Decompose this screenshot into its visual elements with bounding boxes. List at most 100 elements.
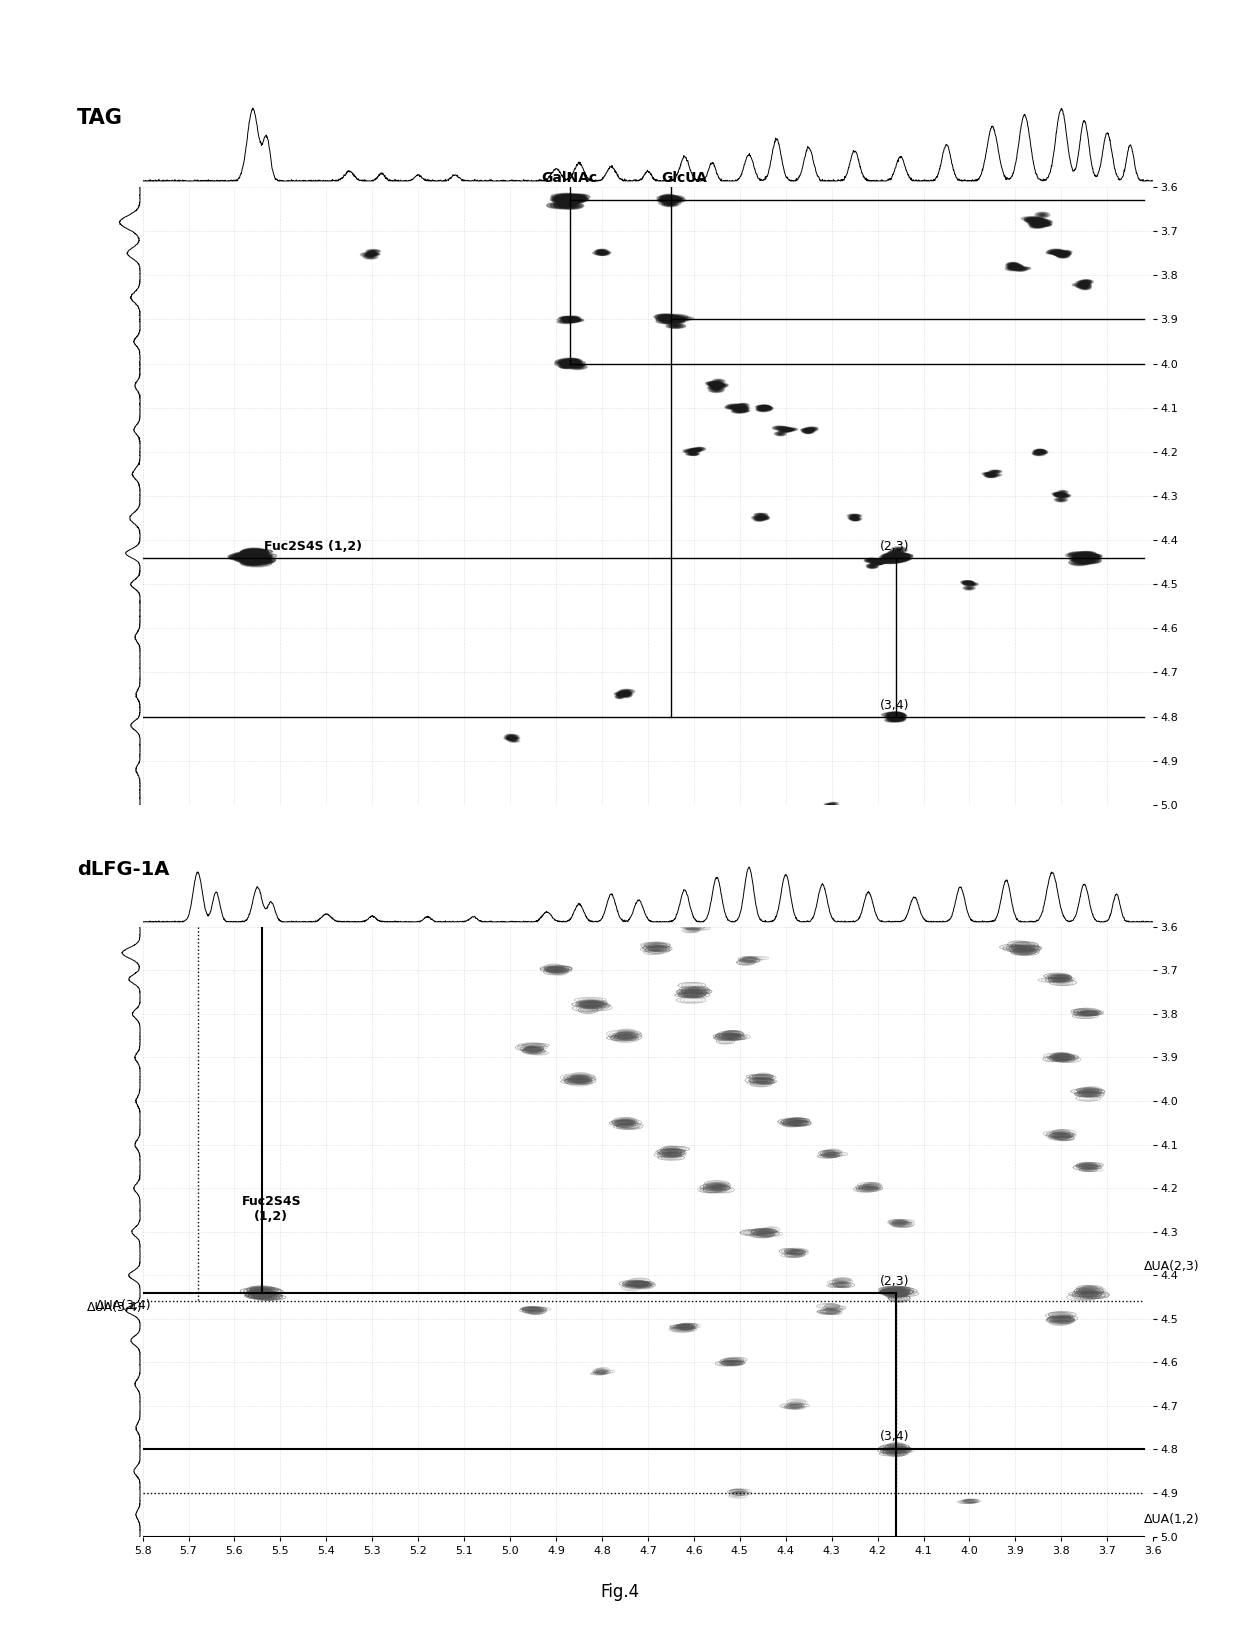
Polygon shape: [241, 553, 262, 559]
Polygon shape: [887, 558, 905, 563]
Polygon shape: [759, 406, 770, 408]
Polygon shape: [243, 553, 260, 561]
Polygon shape: [1083, 283, 1089, 286]
Polygon shape: [1009, 267, 1019, 270]
Polygon shape: [569, 193, 590, 200]
Polygon shape: [708, 387, 724, 392]
Polygon shape: [884, 559, 897, 563]
Polygon shape: [807, 428, 817, 429]
Polygon shape: [1033, 221, 1049, 226]
Polygon shape: [565, 319, 575, 322]
Polygon shape: [622, 694, 629, 696]
Polygon shape: [616, 693, 626, 698]
Polygon shape: [1080, 283, 1091, 286]
Polygon shape: [1037, 450, 1045, 454]
Polygon shape: [559, 197, 580, 202]
Polygon shape: [657, 195, 673, 200]
Polygon shape: [595, 252, 603, 254]
Polygon shape: [563, 203, 580, 208]
Polygon shape: [508, 740, 520, 741]
Polygon shape: [874, 563, 879, 564]
Polygon shape: [253, 554, 265, 561]
Polygon shape: [244, 559, 260, 564]
Polygon shape: [568, 317, 579, 320]
Polygon shape: [253, 563, 260, 564]
Polygon shape: [667, 320, 680, 324]
Polygon shape: [363, 255, 378, 259]
Polygon shape: [507, 737, 513, 740]
Polygon shape: [759, 515, 769, 519]
Polygon shape: [1060, 250, 1070, 254]
Polygon shape: [868, 564, 877, 567]
Polygon shape: [755, 517, 761, 519]
Polygon shape: [563, 361, 585, 364]
Polygon shape: [1035, 221, 1050, 223]
Polygon shape: [1029, 221, 1045, 224]
Polygon shape: [1006, 263, 1019, 267]
Polygon shape: [506, 737, 516, 740]
Polygon shape: [895, 556, 903, 558]
Polygon shape: [239, 553, 270, 561]
Polygon shape: [711, 384, 725, 387]
Polygon shape: [760, 406, 766, 410]
Polygon shape: [1034, 450, 1043, 455]
Polygon shape: [616, 696, 624, 698]
Polygon shape: [733, 408, 748, 413]
Polygon shape: [510, 735, 516, 737]
Polygon shape: [661, 315, 686, 322]
Polygon shape: [662, 195, 675, 200]
Polygon shape: [1083, 553, 1091, 554]
Text: (3,4): (3,4): [880, 1429, 910, 1442]
Polygon shape: [663, 317, 676, 320]
Polygon shape: [238, 554, 264, 559]
Polygon shape: [1063, 496, 1068, 498]
Polygon shape: [662, 198, 673, 202]
Polygon shape: [739, 403, 748, 406]
Polygon shape: [889, 556, 903, 561]
Polygon shape: [718, 385, 724, 387]
Polygon shape: [889, 712, 903, 715]
Polygon shape: [563, 197, 578, 202]
Polygon shape: [239, 553, 263, 558]
Polygon shape: [242, 554, 262, 559]
Polygon shape: [249, 561, 255, 563]
Polygon shape: [559, 358, 579, 364]
Polygon shape: [668, 200, 677, 202]
Polygon shape: [622, 693, 629, 696]
Polygon shape: [1009, 263, 1017, 265]
Polygon shape: [666, 203, 675, 207]
Polygon shape: [1034, 221, 1042, 223]
Polygon shape: [961, 580, 973, 585]
Polygon shape: [1013, 268, 1027, 272]
Polygon shape: [870, 561, 882, 564]
Polygon shape: [982, 473, 996, 475]
Polygon shape: [665, 319, 682, 324]
Polygon shape: [1034, 452, 1042, 455]
Polygon shape: [852, 515, 861, 517]
Polygon shape: [361, 252, 377, 257]
Polygon shape: [557, 193, 577, 200]
Polygon shape: [239, 551, 260, 558]
Polygon shape: [709, 385, 725, 390]
Polygon shape: [882, 556, 901, 561]
Polygon shape: [239, 558, 262, 566]
Polygon shape: [785, 429, 791, 431]
Polygon shape: [888, 558, 898, 561]
Polygon shape: [562, 197, 572, 200]
Polygon shape: [563, 361, 577, 366]
Polygon shape: [250, 556, 258, 558]
Polygon shape: [707, 385, 723, 389]
Polygon shape: [781, 428, 794, 433]
Polygon shape: [657, 315, 672, 319]
Polygon shape: [620, 693, 627, 694]
Polygon shape: [665, 195, 672, 198]
Polygon shape: [658, 317, 673, 320]
Polygon shape: [805, 429, 812, 431]
Polygon shape: [242, 559, 262, 564]
Polygon shape: [598, 254, 608, 255]
Polygon shape: [759, 405, 770, 408]
Polygon shape: [244, 558, 257, 561]
Polygon shape: [564, 195, 573, 198]
Polygon shape: [248, 558, 272, 563]
Polygon shape: [249, 554, 265, 561]
